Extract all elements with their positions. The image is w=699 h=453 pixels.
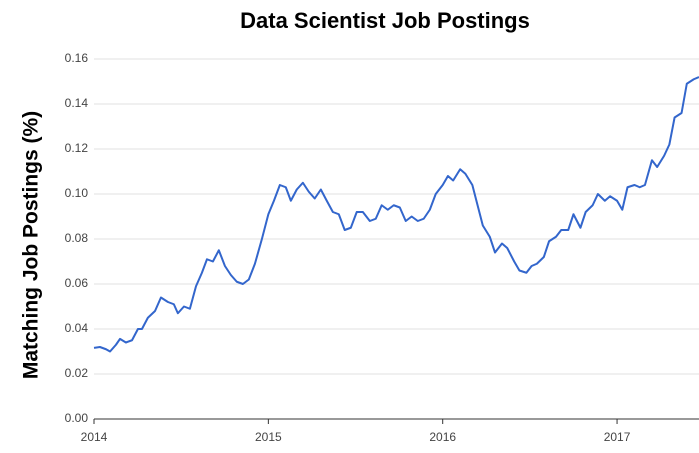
chart-title: Data Scientist Job Postings	[240, 8, 530, 33]
x-tick-label: 2014	[81, 430, 108, 444]
x-tick-label: 2015	[255, 430, 282, 444]
y-tick-label: 0.04	[65, 321, 89, 335]
y-axis-title: Matching Job Postings (%)	[20, 111, 43, 379]
y-tick-label: 0.10	[65, 186, 89, 200]
data-line	[93, 76, 699, 353]
x-tick-label: 2016	[429, 430, 456, 444]
y-tick-label: 0.08	[65, 231, 89, 245]
x-tick-label: 2017	[604, 430, 631, 444]
y-tick-label: 0.16	[65, 51, 89, 65]
y-tick-label: 0.02	[65, 366, 89, 380]
y-tick-label: 0.06	[65, 276, 89, 290]
y-tick-label: 0.14	[65, 96, 89, 110]
y-tick-label: 0.00	[65, 411, 89, 425]
y-tick-label: 0.12	[65, 141, 89, 155]
